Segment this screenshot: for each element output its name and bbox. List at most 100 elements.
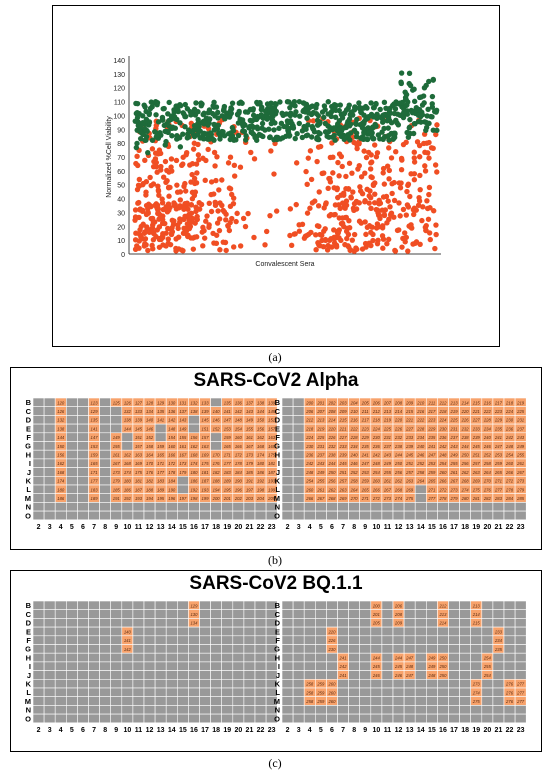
empty-cell bbox=[281, 705, 294, 715]
data-point-fail bbox=[386, 145, 392, 151]
cell-label: 167 bbox=[179, 453, 187, 458]
empty-cell bbox=[77, 696, 89, 706]
data-point-pass bbox=[346, 123, 353, 129]
empty-cell bbox=[132, 713, 145, 724]
data-point-pass bbox=[358, 135, 364, 141]
empty-cell bbox=[43, 644, 56, 654]
empty-cell bbox=[77, 510, 89, 521]
data-point-pass bbox=[304, 115, 310, 121]
empty-cell bbox=[188, 713, 200, 724]
empty-cell bbox=[65, 458, 78, 468]
data-point-fail bbox=[149, 146, 156, 152]
empty-cell bbox=[210, 687, 223, 697]
cell-label: 248 bbox=[372, 461, 381, 466]
data-point-fail bbox=[136, 245, 142, 251]
empty-cell bbox=[503, 635, 516, 645]
empty-cell bbox=[43, 423, 56, 434]
data-point-fail bbox=[288, 242, 295, 249]
cell-label: 227 bbox=[405, 426, 414, 431]
cell-label: 229 bbox=[427, 426, 436, 431]
col-label: 11 bbox=[384, 727, 392, 734]
cell-label: 142 bbox=[124, 647, 132, 652]
cell-label: 258 bbox=[416, 470, 425, 475]
data-point-pass bbox=[201, 130, 207, 136]
data-point-fail bbox=[251, 234, 257, 241]
col-label: 17 bbox=[201, 524, 209, 531]
col-label: 23 bbox=[268, 524, 276, 531]
empty-cell bbox=[281, 626, 294, 637]
empty-cell bbox=[188, 626, 200, 637]
empty-cell bbox=[503, 626, 516, 637]
data-point-fail bbox=[384, 240, 390, 247]
empty-cell bbox=[292, 467, 305, 477]
empty-cell bbox=[143, 670, 156, 680]
empty-cell bbox=[121, 713, 134, 724]
cell-label: 176 bbox=[213, 461, 221, 466]
empty-cell bbox=[210, 696, 223, 706]
data-point-pass bbox=[283, 111, 290, 117]
cell-label: 197 bbox=[179, 496, 187, 501]
data-point-fail bbox=[230, 195, 237, 201]
empty-cell bbox=[43, 670, 56, 680]
empty-cell bbox=[437, 626, 449, 637]
empty-cell bbox=[292, 484, 305, 494]
data-point-fail bbox=[142, 157, 148, 163]
empty-cell bbox=[359, 635, 372, 645]
data-point-pass bbox=[359, 125, 366, 131]
empty-cell bbox=[32, 449, 45, 460]
empty-cell bbox=[348, 609, 361, 619]
y-tick-label: 60 bbox=[117, 169, 125, 176]
cell-label: 195 bbox=[224, 487, 232, 492]
cell-label: 226 bbox=[327, 435, 336, 440]
cell-label: 142 bbox=[235, 409, 243, 414]
data-point-fail bbox=[402, 230, 408, 236]
empty-cell bbox=[254, 652, 267, 663]
cell-label: 280 bbox=[461, 496, 470, 501]
data-point-fail bbox=[169, 217, 175, 224]
empty-cell bbox=[88, 635, 100, 645]
cell-label: 162 bbox=[124, 453, 132, 458]
empty-cell bbox=[414, 635, 427, 645]
empty-cell bbox=[370, 644, 383, 654]
data-point-fail bbox=[190, 246, 197, 252]
cell-label: 135 bbox=[224, 400, 232, 405]
empty-cell bbox=[77, 670, 89, 680]
empty-cell bbox=[32, 626, 45, 637]
empty-cell bbox=[281, 679, 294, 689]
data-point-fail bbox=[428, 145, 435, 151]
cell-label: 244 bbox=[394, 453, 403, 458]
empty-cell bbox=[292, 696, 305, 706]
empty-cell bbox=[154, 705, 167, 715]
cell-label: 279 bbox=[516, 487, 525, 492]
cell-label: 139 bbox=[268, 400, 276, 405]
cell-label: 162 bbox=[57, 461, 65, 466]
data-point-fail bbox=[296, 228, 303, 234]
empty-cell bbox=[221, 644, 234, 654]
cell-label: 191 bbox=[246, 479, 253, 484]
empty-cell bbox=[110, 423, 123, 434]
empty-cell bbox=[303, 635, 316, 645]
row-label: D bbox=[275, 619, 281, 628]
data-point-fail bbox=[322, 226, 328, 232]
empty-cell bbox=[210, 618, 223, 628]
data-point-pass bbox=[388, 120, 395, 126]
cell-label: 147 bbox=[91, 435, 99, 440]
row-label: G bbox=[25, 442, 31, 451]
data-point-fail bbox=[321, 205, 327, 211]
empty-cell bbox=[99, 467, 111, 477]
empty-cell bbox=[337, 609, 349, 619]
data-point-fail bbox=[132, 237, 139, 243]
cell-label: 217 bbox=[361, 418, 370, 423]
data-point-pass bbox=[177, 144, 184, 150]
data-point-fail bbox=[149, 215, 156, 222]
data-point-pass bbox=[198, 102, 204, 109]
col-label: 3 bbox=[297, 524, 301, 531]
cell-label: 152 bbox=[146, 435, 154, 440]
cell-label: 261 bbox=[316, 487, 324, 492]
cell-label: 213 bbox=[450, 400, 459, 405]
empty-cell bbox=[254, 510, 267, 521]
data-point-pass bbox=[388, 131, 394, 137]
empty-cell bbox=[54, 600, 67, 610]
cell-label: 279 bbox=[450, 496, 459, 501]
col-label: 14 bbox=[417, 524, 425, 531]
